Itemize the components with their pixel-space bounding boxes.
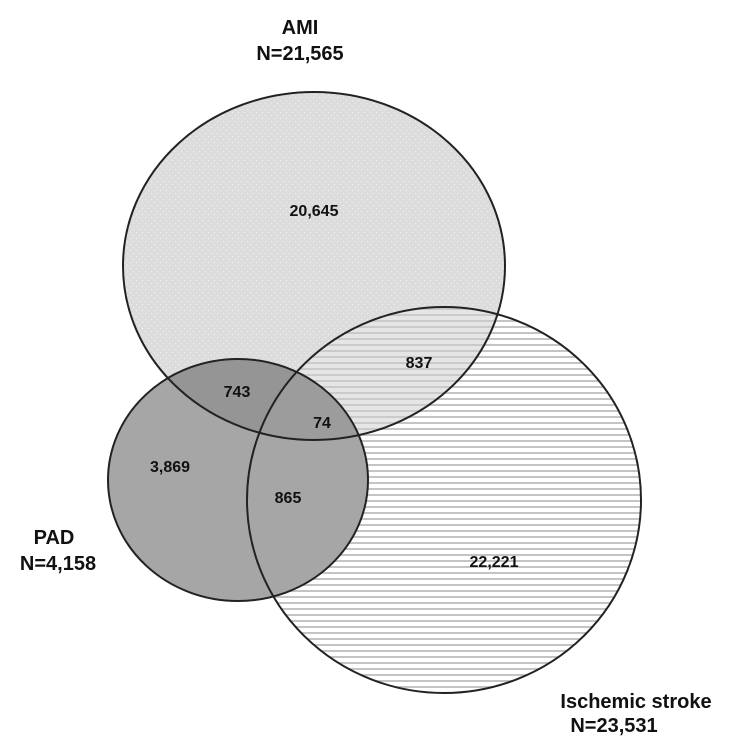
pad-set-name: PAD (34, 527, 75, 549)
region-pad-stroke: 865 (275, 490, 302, 507)
pad-set-count: N=4,158 (20, 553, 96, 575)
region-stroke-only: 22,221 (470, 554, 519, 571)
stroke-set-count: N=23,531 (570, 715, 657, 737)
region-ami-pad: 743 (224, 384, 251, 401)
ami-set-name: AMI (282, 17, 319, 39)
region-all-three: 74 (313, 415, 331, 432)
ami-stroke-overlap-fill (247, 307, 505, 440)
ami-set-count: N=21,565 (256, 43, 343, 65)
stroke-set-name: Ischemic stroke (560, 691, 711, 713)
ami-circle (122, 91, 506, 441)
pad-circle (107, 358, 369, 602)
region-ami-only: 20,645 (290, 203, 339, 220)
region-pad-only: 3,869 (150, 459, 190, 476)
stroke-circle (246, 306, 642, 694)
region-ami-stroke: 837 (406, 355, 433, 372)
